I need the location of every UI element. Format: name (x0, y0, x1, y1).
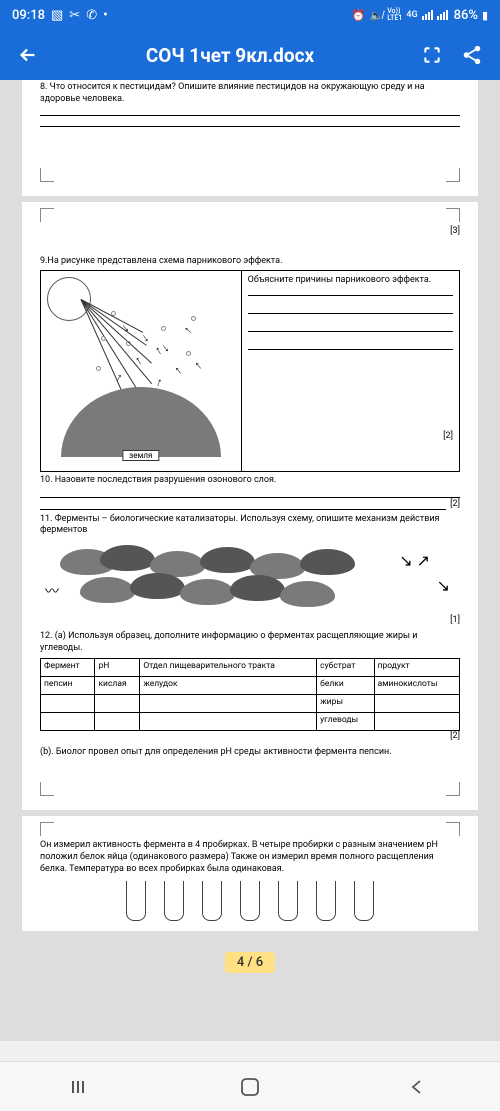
back-nav-button[interactable] (403, 1073, 431, 1101)
volte-icon: Vo))LTE1 (387, 8, 402, 22)
th: субстрат (317, 658, 374, 676)
scissors-icon: ✂ (69, 8, 80, 23)
td (41, 694, 95, 712)
q12a-text: 12. (а) Используя образец, дополните инф… (40, 631, 460, 654)
tube (240, 881, 260, 921)
q9-score: [2] (248, 431, 453, 441)
td: пепсин (41, 676, 95, 694)
tube (354, 881, 374, 921)
table-row: углеводы (41, 712, 460, 730)
earth-shape (61, 387, 221, 457)
table-header-row: Фермент pH Отдел пищеварительного тракта… (41, 658, 460, 676)
test-tubes (40, 881, 460, 921)
status-bar: 09:18 ▧ ✂ ✆ • ⏰ 🔈̸ Vo))LTE1 4G 86% ▮ (0, 0, 500, 30)
th: продукт (374, 658, 459, 676)
td: углеводы (317, 712, 374, 730)
back-button[interactable] (8, 35, 48, 75)
whatsapp-icon: ✆ (86, 8, 97, 23)
q9-figure-box: → → → → → → → → → → земля (40, 270, 460, 472)
q12b-text: (b). Биолог провел опыт для определения … (40, 747, 460, 759)
document-page: 8. Что относится к пестицидам? Опишите в… (22, 80, 478, 196)
blank-line (248, 286, 453, 296)
tube (202, 881, 222, 921)
status-right: ⏰ 🔈̸ Vo))LTE1 4G 86% ▮ (352, 8, 488, 23)
td: кислая (95, 676, 140, 694)
td (41, 712, 95, 730)
q9-prompt: Объясните причины парникового эффекта. (248, 275, 453, 285)
document-page: Он измерил активность фермента в 4 проби… (22, 816, 478, 931)
td: желудок (140, 676, 317, 694)
q10-text: 10. Назовите последствия разрушения озон… (40, 475, 460, 487)
td (140, 694, 317, 712)
signal-icon-1 (422, 10, 433, 20)
tube (164, 881, 184, 921)
fullscreen-button[interactable] (412, 35, 452, 75)
q9-text: 9.На рисунке представлена схема парников… (40, 256, 460, 268)
tube (126, 881, 146, 921)
td (95, 694, 140, 712)
th: Фермент (41, 658, 95, 676)
blank-line (248, 340, 453, 350)
status-time: 09:18 (12, 8, 45, 23)
td: белки (317, 676, 374, 694)
system-nav-bar (0, 1061, 500, 1111)
sun-icon (47, 277, 91, 321)
blank-line (40, 106, 460, 116)
alarm-icon: ⏰ (352, 9, 366, 22)
q8-text: 8. Что относится к пестицидам? Опишите в… (40, 82, 460, 105)
status-left: 09:18 ▧ ✂ ✆ • (12, 8, 108, 23)
td: жиры (317, 694, 374, 712)
th: pH (95, 658, 140, 676)
q11-text: 11. Ферменты – биологические катализатор… (40, 514, 460, 537)
tube (278, 881, 298, 921)
document-page: [3] 9.На рисунке представлена схема парн… (22, 202, 478, 810)
blank-line (40, 500, 446, 510)
td (95, 712, 140, 730)
page-indicator: 4 / 6 (225, 952, 275, 973)
q11-score: [1] (40, 615, 460, 625)
blank-line (248, 322, 453, 332)
home-button[interactable] (236, 1073, 264, 1101)
crop-marks (40, 782, 460, 796)
battery-pct: 86% (454, 8, 478, 23)
tube (316, 881, 336, 921)
crop-marks (40, 822, 460, 836)
td (374, 694, 459, 712)
q8-score: [3] (40, 226, 460, 236)
enzyme-diagram: ↘︎ ↗︎ ↘︎ 〰 (40, 541, 460, 611)
battery-icon: ▮ (482, 9, 488, 22)
table-row: пепсин кислая желудок белки аминокислоты (41, 676, 460, 694)
enzyme-table: Фермент pH Отдел пищеварительного тракта… (40, 658, 460, 731)
image-icon: ▧ (51, 8, 63, 23)
q9-answer-cell: Объясните причины парникового эффекта. [… (242, 271, 459, 471)
share-button[interactable] (452, 35, 492, 75)
document-viewport[interactable]: 8. Что относится к пестицидам? Опишите в… (0, 80, 500, 1041)
signal-icon-2 (437, 10, 448, 20)
td (374, 712, 459, 730)
mute-icon: 🔈̸ (369, 9, 383, 22)
q12a-score: [2] (40, 731, 460, 741)
blank-line (40, 117, 460, 127)
blank-line (40, 488, 460, 498)
td: аминокислоты (374, 676, 459, 694)
q12b-continued: Он измерил активность фермента в 4 проби… (40, 840, 460, 875)
q10-score: [2] (450, 499, 460, 511)
crop-marks (40, 168, 460, 182)
th: Отдел пищеварительного тракта (140, 658, 317, 676)
app-bar: СОЧ 1чет 9кл.docx (0, 30, 500, 80)
net-icon: 4G (406, 10, 417, 20)
table-row: жиры (41, 694, 460, 712)
earth-label: земля (122, 450, 159, 461)
blank-line (248, 304, 453, 314)
crop-marks (40, 208, 460, 222)
document-title: СОЧ 1чет 9кл.docx (48, 44, 412, 67)
greenhouse-diagram: → → → → → → → → → → земля (41, 271, 242, 471)
td (140, 712, 317, 730)
dot-icon: • (103, 8, 108, 23)
recent-apps-button[interactable] (69, 1073, 97, 1101)
